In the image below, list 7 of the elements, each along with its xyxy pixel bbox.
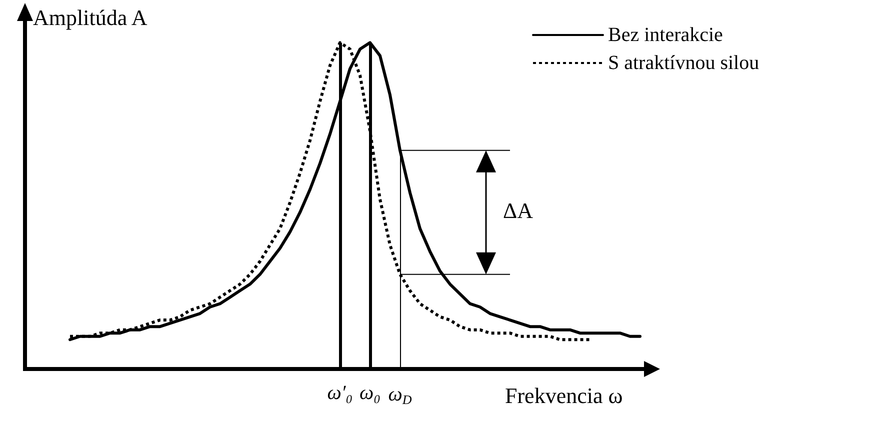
legend-label: S atraktívnou silou — [608, 52, 760, 74]
x-tick-label: ω′₀ — [327, 382, 353, 404]
legend-label: Bez interakcie — [608, 24, 724, 46]
y-axis-title: Amplitúda A — [33, 5, 148, 31]
x-tick-label: ω₀ — [359, 382, 381, 404]
annotation: ΔA — [503, 198, 534, 224]
x-axis-title: Frekvencia ω — [505, 383, 623, 409]
